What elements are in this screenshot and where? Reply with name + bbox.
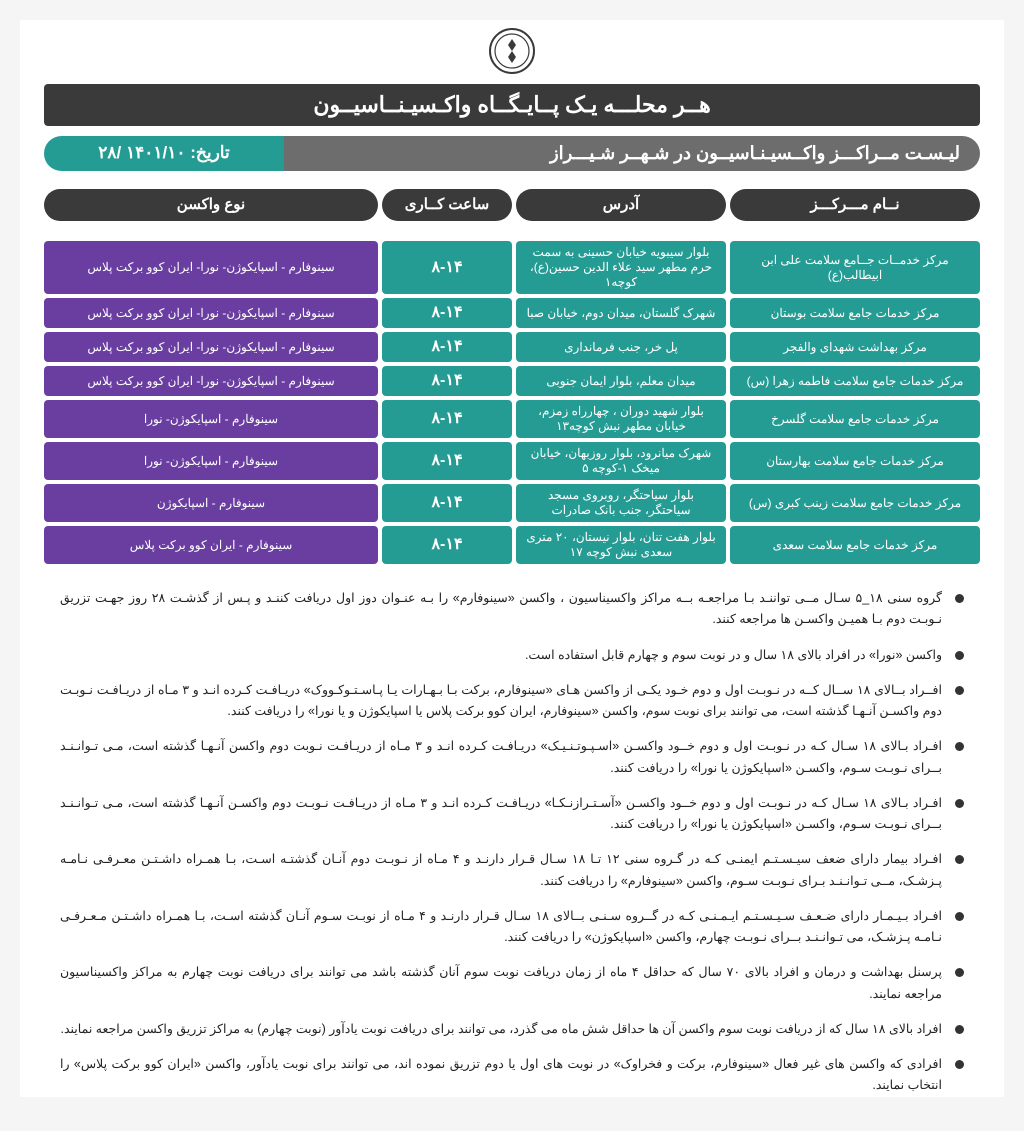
td-address: بلوار شهید دوران ، چهارراه زمزم، خیابان … <box>516 400 726 438</box>
document-container: هــر محلـــه یـک پــایـگــاه واکـسیـنــا… <box>20 20 1004 1097</box>
notes-list: گروه سنی ۱۸_۵ سـال مــی تواننـد بـا مراج… <box>60 588 964 1097</box>
note-item: واکسن «نورا» در افراد بالای ۱۸ سال و در … <box>60 645 964 666</box>
note-item: افرادی که واکسن های غیر فعال «سینوفارم، … <box>60 1054 964 1097</box>
td-name: مرکز خدمات جامع سلامت بهارستان <box>730 442 980 480</box>
td-hours: ۸-۱۴ <box>382 241 512 294</box>
table-row: مرکز بهداشت شهدای والفجرپل خر، جنب فرمان… <box>44 332 980 362</box>
note-item: افـراد بـالای ۱۸ سـال کـه در نـوبـت اول … <box>60 793 964 836</box>
td-hours: ۸-۱۴ <box>382 526 512 564</box>
centers-table: نــام مـــرکـــز آدرس ساعت کــاری نوع وا… <box>44 189 980 564</box>
note-item: افـراد بیمار دارای ضعف سیـسـتـم ایمنـی ک… <box>60 849 964 892</box>
table-row: مرکز خدمات جامع سلامت زینب کبری (س)بلوار… <box>44 484 980 522</box>
td-hours: ۸-۱۴ <box>382 366 512 396</box>
td-hours: ۸-۱۴ <box>382 298 512 328</box>
td-address: بلوار سیبویه خیابان حسینی به سمت حرم مطه… <box>516 241 726 294</box>
table-body: مرکز خدمــات جــامع سلامت علی ابن ابیطال… <box>44 241 980 564</box>
table-row: مرکز خدمات جامع سلامت فاطمه زهرا (س)میدا… <box>44 366 980 396</box>
td-hours: ۸-۱۴ <box>382 400 512 438</box>
note-item: افـراد بـیـمـار دارای ضـعـف سـیـسـتـم ای… <box>60 906 964 949</box>
td-vaccine: سینوفارم - اسپایکوژن <box>44 484 378 522</box>
td-name: مرکز خدمات جامع سلامت فاطمه زهرا (س) <box>730 366 980 396</box>
th-vaccine: نوع واکسن <box>44 189 378 221</box>
table-header-row: نــام مـــرکـــز آدرس ساعت کــاری نوع وا… <box>44 189 980 221</box>
td-address: بلوار هفت تنان، بلوار نیستان، ۲۰ متری سع… <box>516 526 726 564</box>
td-name: مرکز خدمــات جــامع سلامت علی ابن ابیطال… <box>730 241 980 294</box>
table-row: مرکز خدمــات جــامع سلامت علی ابن ابیطال… <box>44 241 980 294</box>
td-name: مرکز خدمات جامع سلامت گلسرخ <box>730 400 980 438</box>
td-hours: ۸-۱۴ <box>382 332 512 362</box>
logo-wrap <box>20 20 1004 78</box>
th-hours: ساعت کــاری <box>382 189 512 221</box>
logo-icon <box>492 31 532 71</box>
table-row: مرکز خدمات جامع سلامت بوستانشهرک گلستان،… <box>44 298 980 328</box>
date-label: تاریخ: <box>190 143 230 162</box>
list-title: لیـسـت مــراکـــز واکــسیـنـاسیــون در ش… <box>284 136 980 171</box>
notes-section: گروه سنی ۱۸_۵ سـال مــی تواننـد بـا مراج… <box>60 588 964 1097</box>
table-row: مرکز خدمات جامع سلامت گلسرخبلوار شهید دو… <box>44 400 980 438</box>
td-address: میدان معلم، بلوار ایمان جنوبی <box>516 366 726 396</box>
td-address: پل خر، جنب فرمانداری <box>516 332 726 362</box>
td-vaccine: سینوفارم - اسپایکوژن- نورا <box>44 400 378 438</box>
td-vaccine: سینوفارم - اسپایکوژن- نورا- ایران کوو بر… <box>44 332 378 362</box>
table-row: مرکز خدمات جامع سلامت سعدیبلوار هفت تنان… <box>44 526 980 564</box>
td-vaccine: سینوفارم - ایران کوو برکت پلاس <box>44 526 378 564</box>
table-row: مرکز خدمات جامع سلامت بهارستانشهرک میانر… <box>44 442 980 480</box>
main-banner: هــر محلـــه یـک پــایـگــاه واکـسیـنــا… <box>44 84 980 126</box>
td-hours: ۸-۱۴ <box>382 442 512 480</box>
sub-header: لیـسـت مــراکـــز واکــسیـنـاسیــون در ش… <box>44 136 980 171</box>
td-vaccine: سینوفارم - اسپایکوژن- نورا- ایران کوو بر… <box>44 298 378 328</box>
td-address: شهرک گلستان، میدان دوم، خیابان صبا <box>516 298 726 328</box>
org-logo <box>489 28 535 74</box>
td-name: مرکز بهداشت شهدای والفجر <box>730 332 980 362</box>
td-vaccine: سینوفارم - اسپایکوژن- نورا- ایران کوو بر… <box>44 241 378 294</box>
note-item: افراد بالای ۱۸ سال که از دریافت نوبت سوم… <box>60 1019 964 1040</box>
date-pill: تاریخ: ۱۴۰۱/۱۰ /۲۸ <box>44 136 284 171</box>
th-name: نــام مـــرکـــز <box>730 189 980 221</box>
date-value: ۱۴۰۱/۱۰ /۲۸ <box>98 143 185 162</box>
note-item: پرسنل بهداشت و درمان و افراد بالای ۷۰ سا… <box>60 962 964 1005</box>
td-address: بلوار سیاحتگر، روبروی مسجد سیاحتگر، جنب … <box>516 484 726 522</box>
td-vaccine: سینوفارم - اسپایکوژن- نورا <box>44 442 378 480</box>
note-item: گروه سنی ۱۸_۵ سـال مــی تواننـد بـا مراج… <box>60 588 964 631</box>
td-address: شهرک میانرود، بلوار روزبهان، خیابان میخک… <box>516 442 726 480</box>
note-item: افــراد بــالای ۱۸ ســال کــه در نـوبـت … <box>60 680 964 723</box>
td-name: مرکز خدمات جامع سلامت سعدی <box>730 526 980 564</box>
td-vaccine: سینوفارم - اسپایکوژن- نورا- ایران کوو بر… <box>44 366 378 396</box>
th-address: آدرس <box>516 189 726 221</box>
td-hours: ۸-۱۴ <box>382 484 512 522</box>
td-name: مرکز خدمات جامع سلامت بوستان <box>730 298 980 328</box>
td-name: مرکز خدمات جامع سلامت زینب کبری (س) <box>730 484 980 522</box>
note-item: افـراد بـالای ۱۸ سـال کـه در نـوبـت اول … <box>60 736 964 779</box>
